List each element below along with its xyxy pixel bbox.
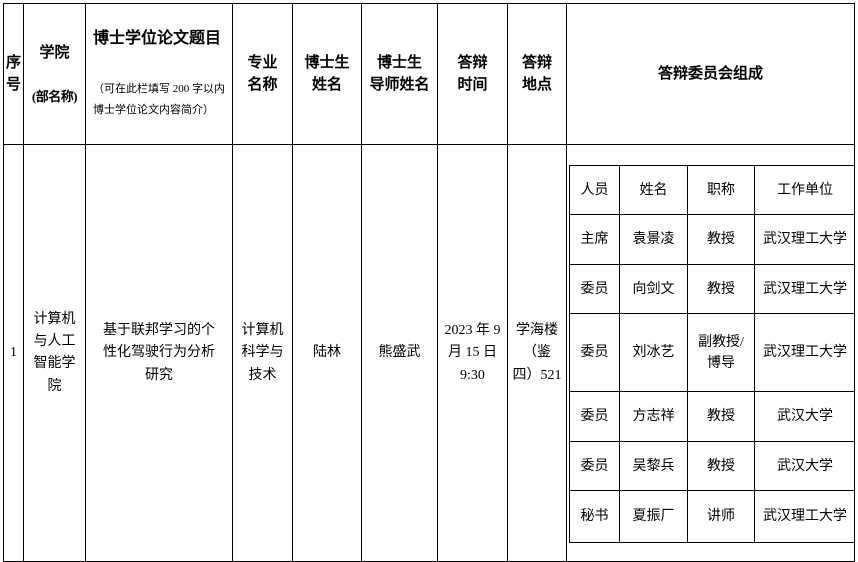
header-seq: 序 号 [3, 2, 24, 146]
cell-student-name: 陆林 [292, 144, 362, 562]
committee-member-name: 方志祥 [619, 391, 688, 443]
header-student-name: 博士生 姓名 [292, 2, 362, 146]
cell-defense-location: 学海楼 （鉴 四）521 [507, 144, 567, 562]
committee-member-name: 袁景凌 [619, 214, 688, 266]
committee-member-name: 刘冰艺 [619, 313, 688, 393]
committee-row: 秘书 夏振厂 讲师 武汉理工大学 [569, 490, 854, 544]
committee-member-title: 讲师 [687, 490, 755, 544]
committee-role: 主席 [569, 214, 620, 266]
committee-member-title: 教授 [687, 214, 755, 266]
committee-role: 秘书 [569, 490, 620, 544]
committee-role: 委员 [569, 313, 620, 393]
committee-member-org: 武汉理工大学 [754, 264, 854, 315]
committee-member-org: 武汉理工大学 [754, 313, 854, 393]
cell-committee: 人员 姓名 职称 工作单位 主席 袁景凌 教授 武汉理工大学 [566, 144, 855, 562]
committee-row: 委员 向剑文 教授 武汉理工大学 [569, 264, 854, 315]
cell-college: 计算机 与人工 智能学 院 [23, 144, 86, 562]
header-college-line2: (部名称) [31, 88, 78, 104]
committee-member-org: 武汉大学 [754, 441, 854, 492]
header-defense-time: 答辩 时间 [437, 2, 508, 146]
committee-row: 委员 刘冰艺 副教授/ 博导 武汉理工大学 [569, 313, 854, 393]
header-defense-location: 答辩 地点 [507, 2, 567, 146]
defense-announcement-table: 序 号 学院 (部名称) 博士学位论文题目 （可在此栏填写 200 字以内 博士… [3, 2, 855, 562]
cell-defense-time: 2023 年 9 月 15 日 9:30 [437, 144, 508, 562]
committee-member-name: 夏振厂 [619, 490, 688, 544]
committee-member-name: 吴黎兵 [619, 441, 688, 492]
committee-header-name: 姓名 [619, 165, 688, 216]
committee-row: 委员 吴黎兵 教授 武汉大学 [569, 441, 854, 492]
committee-member-title: 教授 [687, 264, 755, 315]
committee-header-org: 工作单位 [754, 165, 854, 216]
header-thesis-title-main: 博士学位论文题目 [93, 29, 222, 47]
cell-major: 计算机 科学与 技术 [232, 144, 293, 562]
committee-member-name: 向剑文 [619, 264, 688, 315]
committee-role: 委员 [569, 391, 620, 443]
committee-row: 主席 袁景凌 教授 武汉理工大学 [569, 214, 854, 266]
cell-seq: 1 [3, 144, 24, 562]
committee-header-row: 人员 姓名 职称 工作单位 [569, 165, 854, 216]
committee-member-org: 武汉理工大学 [754, 214, 854, 266]
data-row: 1 计算机 与人工 智能学 院 基于联邦学习的个 性化驾驶行为分析 研究 计算机… [3, 144, 855, 562]
header-college: 学院 (部名称) [23, 2, 86, 146]
header-advisor-name: 博士生 导师姓名 [361, 2, 438, 146]
cell-advisor-name: 熊盛武 [361, 144, 438, 562]
committee-header-title: 职称 [687, 165, 755, 216]
committee-header-role: 人员 [569, 165, 620, 216]
committee-table: 人员 姓名 职称 工作单位 主席 袁景凌 教授 武汉理工大学 [569, 165, 854, 544]
header-row: 序 号 学院 (部名称) 博士学位论文题目 （可在此栏填写 200 字以内 博士… [3, 2, 855, 146]
committee-role: 委员 [569, 441, 620, 492]
committee-member-org: 武汉大学 [754, 391, 854, 443]
committee-role: 委员 [569, 264, 620, 315]
header-thesis-title: 博士学位论文题目 （可在此栏填写 200 字以内 博士学位论文内容简介） [85, 2, 233, 146]
header-thesis-title-note: （可在此栏填写 200 字以内 博士学位论文内容简介） [93, 83, 225, 117]
committee-member-title: 副教授/ 博导 [687, 313, 755, 393]
committee-member-org: 武汉理工大学 [754, 490, 854, 544]
header-college-line1: 学院 [39, 44, 70, 61]
header-major: 专业 名称 [232, 2, 293, 146]
committee-row: 委员 方志祥 教授 武汉大学 [569, 391, 854, 443]
committee-member-title: 教授 [687, 441, 755, 492]
committee-member-title: 教授 [687, 391, 755, 443]
cell-thesis-title: 基于联邦学习的个 性化驾驶行为分析 研究 [85, 144, 233, 562]
header-committee: 答辩委员会组成 [566, 2, 855, 146]
